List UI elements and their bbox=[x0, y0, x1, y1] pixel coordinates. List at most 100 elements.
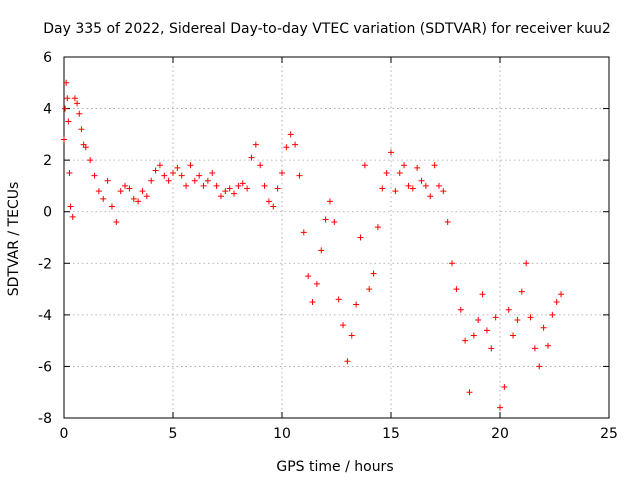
data-point bbox=[63, 79, 70, 86]
data-point bbox=[143, 193, 150, 200]
data-point bbox=[501, 384, 508, 391]
data-point bbox=[78, 126, 85, 133]
data-point bbox=[174, 164, 181, 171]
chart-title: Day 335 of 2022, Sidereal Day-to-day VTE… bbox=[43, 21, 611, 37]
data-point bbox=[374, 224, 381, 231]
data-point bbox=[414, 164, 421, 171]
data-point bbox=[536, 363, 543, 370]
data-point bbox=[466, 389, 473, 396]
data-point bbox=[130, 195, 137, 202]
x-axis-label: GPS time / hours bbox=[276, 459, 393, 475]
y-tick-label: 2 bbox=[43, 153, 52, 169]
data-point bbox=[475, 317, 482, 324]
data-point bbox=[292, 141, 299, 148]
data-point bbox=[353, 301, 360, 308]
data-point bbox=[422, 182, 429, 189]
data-point bbox=[558, 291, 565, 298]
data-point bbox=[453, 286, 460, 293]
data-point bbox=[100, 195, 107, 202]
data-point bbox=[113, 219, 120, 226]
data-point bbox=[122, 182, 129, 189]
data-point bbox=[492, 314, 499, 321]
data-point bbox=[265, 198, 272, 205]
x-tick-label: 5 bbox=[169, 426, 178, 442]
data-point bbox=[213, 182, 220, 189]
data-point bbox=[510, 332, 517, 339]
data-point bbox=[405, 182, 412, 189]
data-point bbox=[191, 177, 198, 184]
data-point bbox=[544, 342, 551, 349]
y-tick-label: 4 bbox=[43, 102, 52, 118]
y-tick-label: 6 bbox=[43, 50, 52, 66]
data-point bbox=[313, 280, 320, 287]
y-tick-label: -4 bbox=[38, 308, 52, 324]
data-point bbox=[74, 100, 81, 107]
data-point bbox=[200, 182, 207, 189]
data-point bbox=[523, 260, 530, 267]
grid-lines bbox=[64, 57, 609, 418]
data-point bbox=[71, 95, 78, 102]
data-point bbox=[156, 162, 163, 169]
data-point bbox=[462, 337, 469, 344]
plot-border bbox=[63, 56, 610, 419]
data-point bbox=[82, 144, 89, 151]
data-point bbox=[270, 203, 277, 210]
data-point bbox=[514, 317, 521, 324]
data-point bbox=[348, 332, 355, 339]
x-tick-label: 0 bbox=[60, 426, 69, 442]
data-point bbox=[383, 170, 390, 177]
data-points bbox=[61, 79, 565, 411]
y-tick-label: -8 bbox=[38, 411, 52, 427]
data-point bbox=[95, 188, 102, 195]
data-point bbox=[135, 198, 142, 205]
data-point bbox=[152, 167, 159, 174]
data-point bbox=[126, 185, 133, 192]
data-point bbox=[409, 185, 416, 192]
data-point bbox=[488, 345, 495, 352]
data-point bbox=[318, 247, 325, 254]
data-point bbox=[217, 193, 224, 200]
data-point bbox=[553, 298, 560, 305]
data-point bbox=[248, 154, 255, 161]
plot-area bbox=[64, 57, 609, 418]
data-point bbox=[326, 198, 333, 205]
data-point bbox=[261, 182, 268, 189]
data-point bbox=[65, 118, 72, 125]
data-point bbox=[231, 190, 238, 197]
data-point bbox=[449, 260, 456, 267]
x-tick-label: 20 bbox=[491, 426, 509, 442]
data-point bbox=[457, 306, 464, 313]
data-point bbox=[340, 322, 347, 329]
data-point bbox=[361, 162, 368, 169]
data-point bbox=[549, 311, 556, 318]
data-point bbox=[76, 110, 83, 117]
data-point bbox=[470, 332, 477, 339]
data-point bbox=[505, 306, 512, 313]
data-point bbox=[540, 324, 547, 331]
data-point bbox=[431, 162, 438, 169]
data-point bbox=[108, 203, 115, 210]
data-point bbox=[165, 177, 172, 184]
data-point bbox=[104, 177, 111, 184]
data-point bbox=[300, 229, 307, 236]
tick-labels: 0 5 10 15 20 25 -8 -6 -4 -2 0 2 4 6 bbox=[38, 50, 618, 442]
data-point bbox=[440, 188, 447, 195]
data-point bbox=[244, 185, 251, 192]
data-point bbox=[209, 170, 216, 177]
data-point bbox=[283, 144, 290, 151]
data-point bbox=[344, 358, 351, 365]
data-point bbox=[87, 157, 94, 164]
y-axis-label: SDTVAR / TECUs bbox=[6, 182, 22, 297]
data-point bbox=[226, 185, 233, 192]
data-point bbox=[91, 172, 98, 179]
data-point bbox=[61, 136, 67, 143]
data-point bbox=[401, 162, 408, 169]
data-point bbox=[444, 219, 451, 226]
data-point bbox=[479, 291, 486, 298]
data-point bbox=[178, 172, 185, 179]
data-point bbox=[497, 404, 503, 411]
data-point bbox=[527, 314, 534, 321]
data-point bbox=[67, 203, 74, 210]
data-point bbox=[322, 216, 329, 223]
